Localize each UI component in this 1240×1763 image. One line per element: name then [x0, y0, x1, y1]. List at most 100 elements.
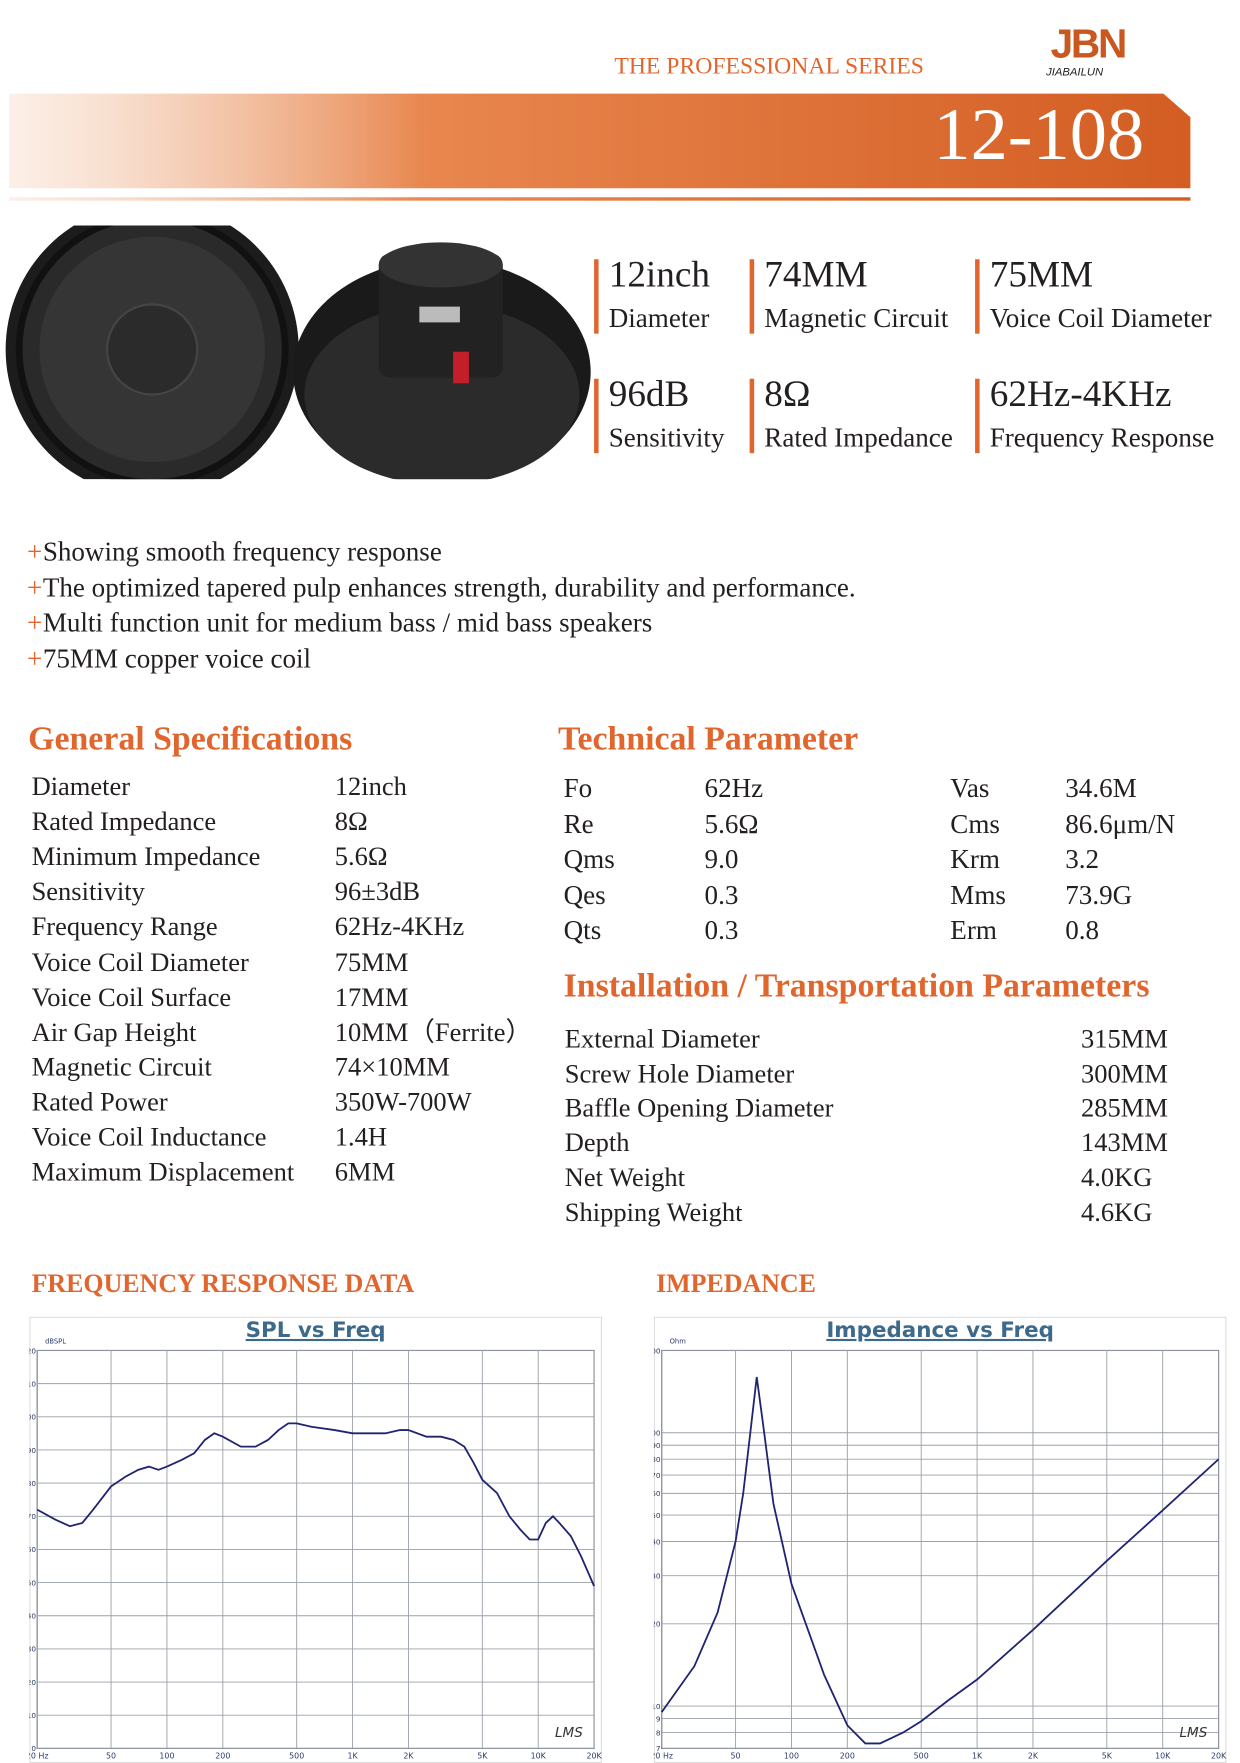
x-tick-label: 5K — [1102, 1752, 1113, 1761]
spec-value: 5.6Ω — [334, 842, 388, 872]
install-label: Screw Hole Diameter — [564, 1059, 795, 1089]
spec-value: 10MM（Ferrite） — [334, 1017, 533, 1048]
x-tick-label: 100 — [159, 1752, 174, 1761]
feature: 75MM copper voice coil — [42, 644, 312, 674]
feature: Showing smooth frequency response — [42, 537, 442, 568]
y-tick-label: 7 — [656, 1744, 661, 1753]
install-value: 4.6KG — [1081, 1198, 1153, 1228]
bullet: + — [27, 644, 43, 674]
spec-value: 62Hz-4KHz — [334, 912, 465, 942]
chart-title: Impedance vs Freq — [826, 1318, 1054, 1343]
model-number: 12-108 — [933, 93, 1145, 176]
y-tick-label: 100 — [29, 1413, 36, 1422]
install-label: Depth — [564, 1128, 630, 1159]
param-value: 0.3 — [704, 916, 739, 947]
spec-label: Diameter — [31, 772, 131, 802]
highlight-bar — [975, 259, 980, 334]
spec-value: 96±3dB — [334, 877, 420, 907]
y-tick-label: 80 — [29, 1479, 36, 1488]
chart-heading: IMPEDANCE — [656, 1269, 816, 1298]
param-name: Qms — [563, 845, 615, 875]
spec-label: Voice Coil Diameter — [31, 947, 249, 978]
x-tick-label: 500 — [289, 1752, 304, 1761]
param-value: 3.2 — [1065, 845, 1100, 875]
x-tick-label: 5K — [477, 1752, 488, 1761]
section-title: Installation / Transportation Parameters — [563, 967, 1150, 1005]
install-label: External Diameter — [564, 1024, 760, 1055]
param-value: 86.6μm/N — [1065, 810, 1176, 840]
install-value: 4.0KG — [1081, 1163, 1153, 1193]
y-tick-label: 10 — [654, 1702, 661, 1711]
param-name: Re — [563, 810, 594, 840]
plot-area — [661, 1349, 1220, 1749]
y-axis-unit: dBSPL — [45, 1338, 66, 1346]
series-label: THE PROFESSIONAL SERIES — [614, 51, 924, 79]
y-tick-label: 70 — [654, 1471, 661, 1480]
spec-label: Air Gap Height — [31, 1017, 197, 1048]
y-tick-label: 60 — [29, 1545, 36, 1554]
chart-heading: FREQUENCY RESPONSE DATA — [31, 1269, 415, 1298]
highlight-label: Magnetic Circuit — [764, 304, 949, 334]
y-tick-label: 0 — [31, 1744, 36, 1753]
y-tick-label: 30 — [29, 1645, 36, 1654]
x-tick-label: 2K — [403, 1752, 414, 1761]
param-name: Krm — [950, 845, 1000, 875]
highlight-bar — [594, 259, 599, 334]
x-tick-label: 10K — [531, 1752, 547, 1761]
y-tick-label: 40 — [654, 1537, 661, 1546]
highlight-value: 96dB — [608, 374, 690, 415]
highlight-value: 8Ω — [764, 374, 811, 415]
x-tick-label: 20K — [586, 1752, 601, 1761]
y-tick-label: 30 — [654, 1571, 661, 1580]
param-name: Fo — [563, 774, 593, 804]
highlight-bar — [749, 378, 755, 454]
highlight-value: 74MM — [764, 254, 868, 296]
y-tick-label: 9 — [656, 1714, 661, 1723]
y-tick-label: 50 — [29, 1578, 36, 1587]
x-tick-label: 100 — [784, 1752, 799, 1761]
spec-value: 8Ω — [334, 807, 368, 837]
bullet: + — [27, 573, 43, 603]
y-tick-label: 100 — [654, 1429, 661, 1438]
logo-sub: JIABAILUN — [1046, 66, 1104, 79]
param-value: 0.8 — [1065, 916, 1100, 947]
highlight-label: Rated Impedance — [764, 423, 953, 454]
y-tick-label: 20 — [29, 1678, 36, 1687]
param-value: 34.6M — [1065, 774, 1137, 804]
chart: 20 Hz501002005001K2K5K10K20K010203040506… — [29, 1316, 602, 1763]
install-label: Baffle Opening Diameter — [564, 1094, 834, 1124]
param-name: Cms — [950, 810, 1000, 840]
spec-label: Rated Power — [31, 1087, 168, 1118]
y-tick-label: 80 — [654, 1455, 661, 1464]
feature: Multi function unit for medium bass / mi… — [42, 608, 653, 639]
x-tick-label: 1K — [972, 1752, 983, 1761]
x-tick-label: 50 — [731, 1752, 741, 1761]
watermark: LMS — [1180, 1725, 1208, 1741]
x-tick-label: 50 — [106, 1752, 116, 1761]
install-value: 285MM — [1081, 1094, 1168, 1124]
highlight-value: 12inch — [608, 254, 710, 296]
x-tick-label: 10K — [1155, 1752, 1171, 1761]
y-tick-label: 70 — [29, 1512, 36, 1521]
spec-value: 17MM — [334, 982, 409, 1013]
spec-value: 12inch — [334, 772, 407, 802]
y-tick-label: 60 — [654, 1489, 661, 1498]
install-label: Net Weight — [564, 1163, 686, 1193]
x-tick-label: 2K — [1028, 1752, 1039, 1761]
y-tick-label: 40 — [29, 1612, 36, 1621]
feature: The optimized tapered pulp enhances stre… — [42, 573, 856, 603]
chart-title: SPL vs Freq — [246, 1318, 386, 1343]
spec-label: Frequency Range — [31, 912, 218, 942]
y-tick-label: 90 — [29, 1446, 36, 1455]
y-axis-unit: Ohm — [670, 1338, 686, 1346]
spec-label: Maximum Displacement — [31, 1158, 295, 1188]
param-value: 5.6Ω — [704, 810, 759, 840]
spec-value: 6MM — [334, 1158, 396, 1188]
x-tick-label: 20K — [1211, 1752, 1226, 1761]
x-tick-label: 200 — [840, 1752, 855, 1761]
install-value: 300MM — [1081, 1059, 1168, 1089]
spec-label: Minimum Impedance — [31, 842, 261, 872]
x-tick-label: 500 — [914, 1752, 929, 1761]
section-title: Technical Parameter — [557, 720, 859, 758]
bullet: + — [27, 608, 43, 639]
